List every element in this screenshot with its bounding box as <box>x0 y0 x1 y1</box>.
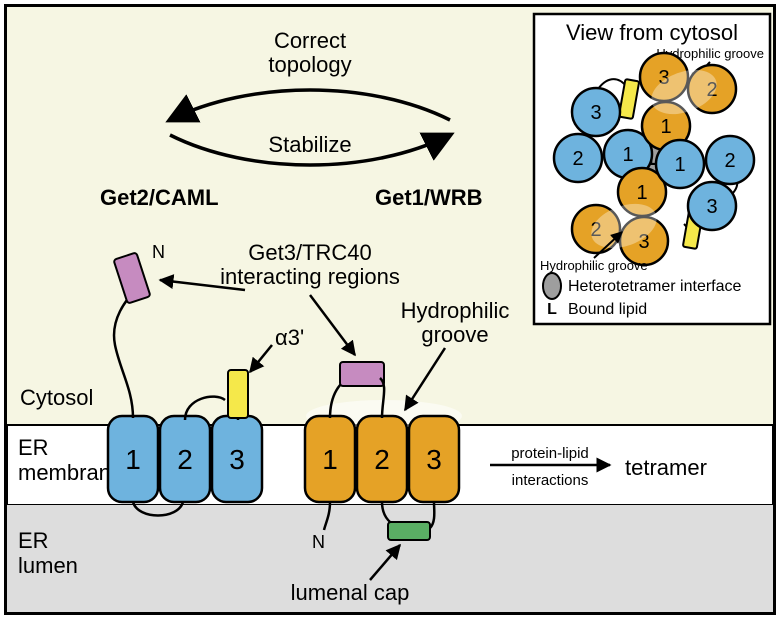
tetramer-label: tetramer <box>625 455 707 480</box>
inset-node-num-3: 1 <box>660 116 671 138</box>
get1-n-label: N <box>312 532 325 552</box>
inset-node-num-7: 1 <box>674 154 685 176</box>
inset-node-num-6: 1 <box>636 182 647 204</box>
inset-node-num-9: 2 <box>724 150 735 172</box>
membrane-label-1: ER <box>18 435 49 460</box>
get1-wrb-label: Get1/WRB <box>375 185 483 210</box>
alpha3-box <box>228 370 248 418</box>
inset-node-num-8: 3 <box>706 196 717 218</box>
lumenal-cap-label: lumenal cap <box>291 580 410 605</box>
inset-node-num-1: 2 <box>572 148 583 170</box>
lumenal-cap-box <box>388 522 430 540</box>
get1-tm-num-2: 2 <box>374 444 390 475</box>
cytosol-label: Cytosol <box>20 385 93 410</box>
stabilize-label: Stabilize <box>268 132 351 157</box>
pl-label-2: interactions <box>512 472 589 489</box>
legend-interface-icon <box>543 273 561 299</box>
get1-tm-num-1: 1 <box>322 444 338 475</box>
get1-tm-num-3: 3 <box>426 444 442 475</box>
get1-interact-box <box>340 362 384 386</box>
get2-n-label: N <box>152 242 165 262</box>
correct-topology-label: Correcttopology <box>268 28 351 77</box>
get2-tm-num-3: 3 <box>229 444 245 475</box>
alpha3-label: α3' <box>275 325 304 350</box>
diagram-root: CytosolERmembraneERlumenCorrecttopologyS… <box>0 0 782 621</box>
inset-group: View from cytosolHydrophilic grooveL3211… <box>534 14 770 324</box>
get2-tm-num-2: 2 <box>177 444 193 475</box>
lumen-label-1: ER <box>18 528 49 553</box>
inset-node-num-0: 3 <box>590 102 601 124</box>
diagram-svg: CytosolERmembraneERlumenCorrecttopologyS… <box>0 0 782 621</box>
legend-lipid-label: Bound lipid <box>568 301 647 318</box>
inset-title: View from cytosol <box>566 20 738 45</box>
get2-tm-num-1: 1 <box>125 444 141 475</box>
legend-interface-label: Heterotetramer interface <box>568 278 742 295</box>
inset-hg-label-bottom: Hydrophilic groove <box>540 258 648 273</box>
inset-node-num-2: 1 <box>622 144 633 166</box>
pl-label-1: protein-lipid <box>511 445 589 462</box>
get2-caml-label: Get2/CAML <box>100 185 219 210</box>
lumen-label-2: lumen <box>18 553 78 578</box>
legend-lipid-letter: L <box>547 301 557 318</box>
